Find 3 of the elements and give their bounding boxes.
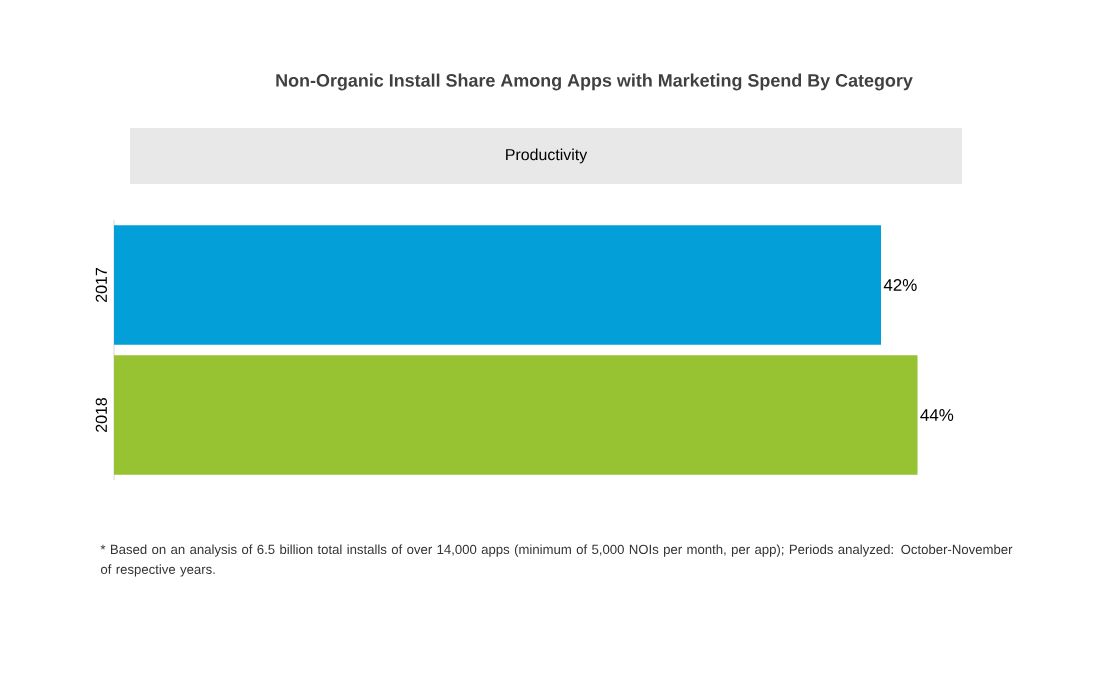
chart-title: Non-Organic Install Share Among Apps with Marketing Spend By Category: [276, 73, 913, 91]
data-label: 44%: [920, 409, 954, 421]
data-label: 42%: [883, 279, 917, 291]
